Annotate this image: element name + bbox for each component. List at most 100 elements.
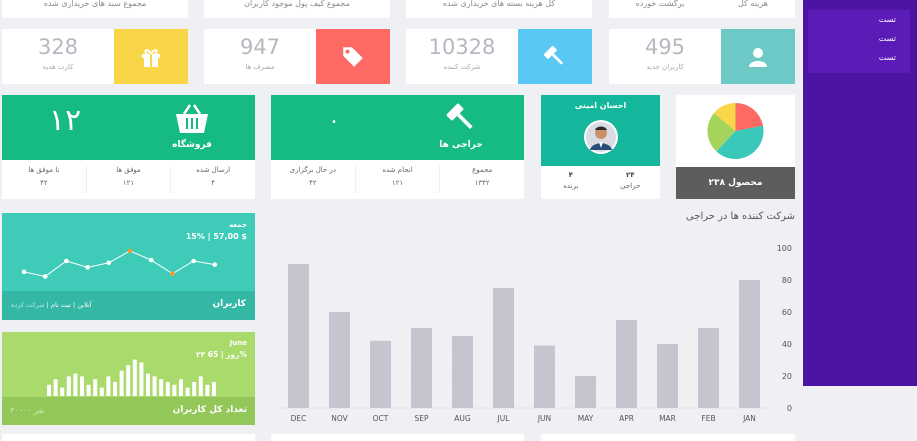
total-users-bar xyxy=(185,387,190,396)
users-line-point xyxy=(191,258,196,264)
bar-jun[interactable] xyxy=(534,345,555,408)
top-label-5: هزینه کل xyxy=(711,0,795,18)
total-users-bar xyxy=(113,382,117,396)
sidebar-item-test-3[interactable]: تست xyxy=(878,53,896,62)
sidebar-item-test-1[interactable]: تست xyxy=(878,15,896,24)
top-label-4: برگشت خورده xyxy=(609,0,711,18)
users-line-point xyxy=(64,258,69,264)
x-tick-label: MAY xyxy=(578,414,594,423)
gavel-icon xyxy=(518,29,592,84)
x-tick-label: JUL xyxy=(497,414,511,423)
bar-aug[interactable] xyxy=(452,336,473,408)
users-legend: آنلاین | ثبت نام | شرکت کرده xyxy=(11,301,92,309)
stat-card-gifts[interactable]: 328 کارت هدیه xyxy=(2,29,188,84)
y-tick-label: 40 xyxy=(782,340,792,349)
bar-apr[interactable] xyxy=(616,320,637,408)
users-line-point xyxy=(170,271,175,277)
stat-value: 495 xyxy=(644,35,686,59)
auction-card[interactable]: ۰ حراجی ها در حال برگزاری ۴۲ انجام شده ۱… xyxy=(271,95,524,199)
x-tick-label: JAN xyxy=(742,414,756,423)
auction-col-ongoing: در حال برگزاری ۴۲ xyxy=(271,166,356,193)
total-users-bar xyxy=(99,387,104,396)
users-line-chart xyxy=(21,248,218,279)
users-line-point xyxy=(42,274,48,279)
stat-card-new-users[interactable]: 495 کاربران جدید xyxy=(609,29,795,84)
pie-slice-1 xyxy=(716,125,764,159)
total-users-bar xyxy=(60,387,65,396)
bar-dec[interactable] xyxy=(288,264,309,408)
pie-slice-0 xyxy=(735,103,764,131)
auction-count: ۰ xyxy=(328,109,340,134)
pie-slice-2 xyxy=(707,113,736,152)
total-users-title: تعداد کل کاربران xyxy=(172,405,247,415)
sidebar-item-test-2[interactable]: تست xyxy=(878,34,896,43)
products-card[interactable]: ۲۳۸ محصول xyxy=(676,95,795,199)
bottom-strip-right xyxy=(541,434,795,441)
stat-value: 947 xyxy=(239,35,281,59)
stat-value: 328 xyxy=(37,35,79,59)
bar-mar[interactable] xyxy=(657,344,678,408)
bar-jan[interactable] xyxy=(739,280,760,408)
y-tick-label: 20 xyxy=(782,372,792,381)
total-users-bar xyxy=(152,376,157,396)
stat-label: کارت هدیه xyxy=(42,63,74,71)
users-line-point xyxy=(21,269,27,275)
stat-card-participants[interactable]: 10328 شرکت کننده xyxy=(406,29,592,84)
stat-value: 10328 xyxy=(428,35,496,59)
bar-jul[interactable] xyxy=(493,288,514,408)
total-users-bar xyxy=(66,376,71,396)
x-tick-label: APR xyxy=(619,414,634,423)
users-line-point xyxy=(148,257,154,263)
users-day: جمعه xyxy=(229,221,247,229)
x-tick-label: JUN xyxy=(537,414,551,423)
total-users-month: June xyxy=(229,339,247,347)
x-tick-label: NOV xyxy=(331,414,348,423)
stat-label: شرکت کننده xyxy=(443,63,481,71)
x-tick-label: DEC xyxy=(291,414,307,423)
y-tick-label: 60 xyxy=(782,308,792,317)
x-tick-label: OCT xyxy=(373,414,389,423)
top-label-2: مجموع کیف پول موجود کاربران xyxy=(204,0,390,18)
total-users-bar xyxy=(86,384,91,396)
shop-card[interactable]: ۱۲ فروشگاه نا موفق ها ۴۲ موفق ها ۱۲۱ ارس… xyxy=(2,95,255,199)
users-line-point xyxy=(127,248,133,254)
total-users-bar xyxy=(172,384,177,396)
bottom-strip-mid xyxy=(271,434,524,441)
x-tick-label: MAR xyxy=(659,414,676,423)
total-users-days: ۲۳ روز | 65% xyxy=(196,350,247,359)
total-users-bar xyxy=(53,379,58,396)
top-label-3: کل هزینه بسته های خریداری شده xyxy=(406,0,592,18)
bar-feb[interactable] xyxy=(698,328,719,408)
tags-icon xyxy=(316,29,390,84)
shop-title: فروشگاه xyxy=(172,140,212,150)
users-title: کاربران xyxy=(212,299,246,309)
profile-col-auction: ۲۴ حراجی xyxy=(620,171,641,190)
stat-card-usage[interactable]: 947 مصرف ها xyxy=(204,29,390,84)
bar-nov[interactable] xyxy=(329,312,350,408)
total-users-subtitle: ۳۰۰۰۰ نفر xyxy=(10,406,45,415)
profile-col-winner: ۴ برنده xyxy=(563,171,579,190)
x-tick-label: SEP xyxy=(414,414,428,423)
bar-sep[interactable] xyxy=(411,328,432,408)
total-users-bar xyxy=(159,379,164,396)
bar-may[interactable] xyxy=(575,376,596,408)
y-tick-label: 0 xyxy=(787,404,792,413)
users-line-point xyxy=(106,260,112,266)
stat-label: کاربران جدید xyxy=(646,63,684,71)
users-card[interactable]: جمعه 15% | 57,00 $ آنلاین | ثبت نام | شر… xyxy=(2,213,255,320)
total-users-bar xyxy=(198,376,203,396)
total-users-bar xyxy=(165,382,170,396)
total-users-bar xyxy=(205,384,210,396)
total-users-card[interactable]: June ۲۳ روز | 65% ۳۰۰۰۰ نفر تعداد کل کار… xyxy=(2,332,255,425)
bottom-strip-left xyxy=(2,434,255,441)
users-line-point xyxy=(85,265,90,270)
bar-oct[interactable] xyxy=(370,340,391,408)
users-line xyxy=(23,250,215,277)
avatar[interactable] xyxy=(584,120,618,154)
gavel-icon xyxy=(444,102,480,136)
profile-card[interactable]: احسان امینی ۴ برنده ۲۴ حراجی xyxy=(541,95,660,199)
total-users-bar xyxy=(192,382,197,396)
total-users-bar xyxy=(119,370,124,396)
profile-name: احسان امینی xyxy=(574,101,627,110)
shop-col-sent: ارسال شده ۴ xyxy=(196,166,231,187)
